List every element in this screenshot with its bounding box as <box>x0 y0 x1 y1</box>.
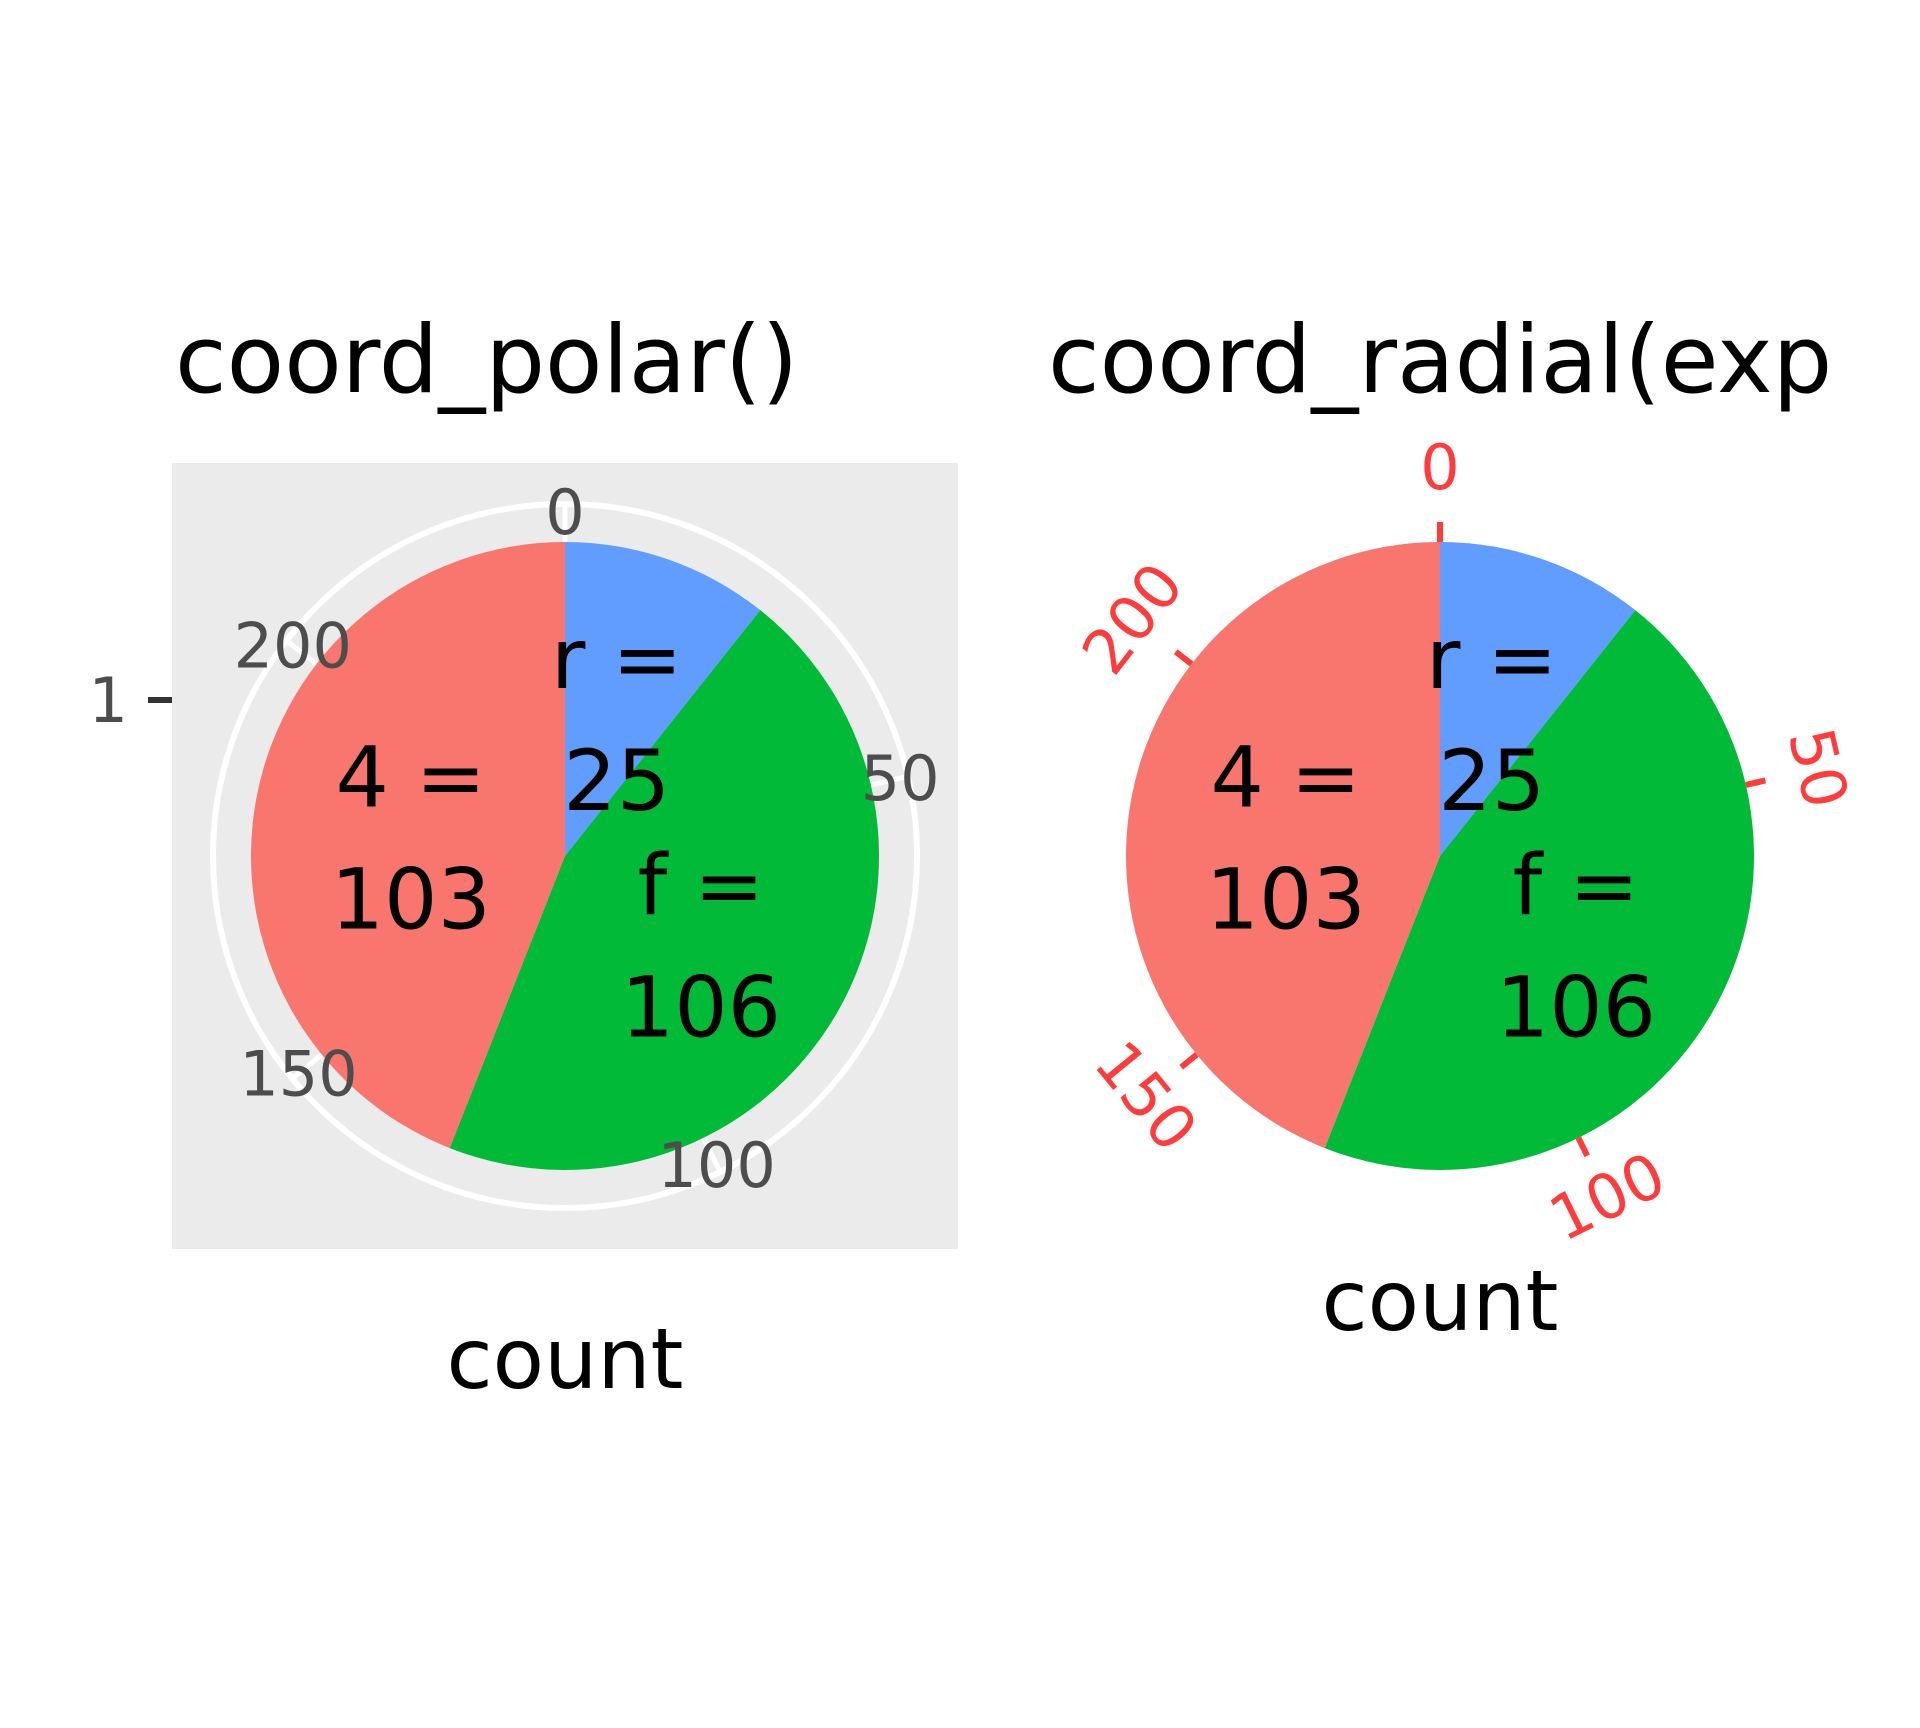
polar-slice-label-f-name: f = <box>638 837 765 935</box>
polar-slice-r <box>565 542 761 856</box>
radial-theta-tick-mark-150 <box>1179 1052 1199 1070</box>
radial-slice-4 <box>1125 542 1440 1149</box>
radial-slice-label-r-name: r = <box>1426 610 1558 708</box>
radial-slice-label-f-value: 106 <box>1496 959 1656 1057</box>
radial-slice-label-4-name: 4 = <box>1210 729 1361 827</box>
polar-slice-label-r-name: r = <box>551 610 683 708</box>
polar-theta-tick-label-0: 0 <box>545 476 584 549</box>
polar-y-tick-label: 1 <box>89 664 128 737</box>
polar-theta-tick-labels: 0 50 100 150 200 <box>234 476 940 1202</box>
radial-slice-r <box>1440 542 1636 856</box>
radial-theta-tick-mark-100 <box>1575 1136 1590 1158</box>
radial-theta-tick-mark-200 <box>1173 649 1194 667</box>
polar-slice-4 <box>250 542 566 1149</box>
radial-chart-title: coord_radial(exp <box>1048 306 1832 415</box>
radial-theta-tick-mark-50 <box>1745 777 1767 788</box>
radial-slice-label-r-value: 25 <box>1438 732 1545 830</box>
radial-slice-f <box>1324 610 1755 1170</box>
polar-theta-tick-label-150: 150 <box>239 1038 357 1111</box>
radial-slice-label-4-value: 103 <box>1206 851 1366 949</box>
polar-slice-label-f-value: 106 <box>621 959 781 1057</box>
polar-theta-tick-label-200: 200 <box>234 610 352 683</box>
polar-slice-labels: r = 25f = 106 4 = 103 <box>331 610 782 1057</box>
radial-x-axis-title: count <box>1322 1252 1559 1350</box>
polar-x-axis-title: count <box>447 1310 684 1408</box>
radial-slice-labels: r = 25f = 106 4 = 103 <box>1206 610 1657 1057</box>
polar-theta-tick-label-100: 100 <box>657 1129 775 1202</box>
polar-chart-panel: coord_polar() 0 50 100 150 200 r = 25f = 106 4 … <box>89 306 958 1408</box>
polar-slices <box>250 542 880 1170</box>
polar-chart-title: coord_polar() <box>175 306 798 415</box>
radial-slice-label-f-name: f = <box>1513 837 1640 935</box>
polar-slice-label-4-name: 4 = <box>335 729 486 827</box>
polar-slice-f <box>449 610 880 1170</box>
radial-theta-tick-label-50: 50 <box>1774 721 1863 814</box>
radial-theta-tick-label-0: 0 <box>1420 431 1459 504</box>
polar-slice-label-r-value: 25 <box>563 732 670 830</box>
radial-slices <box>1125 542 1755 1170</box>
polar-slice-label-4-value: 103 <box>331 851 491 949</box>
polar-theta-tick-label-50: 50 <box>861 742 940 815</box>
